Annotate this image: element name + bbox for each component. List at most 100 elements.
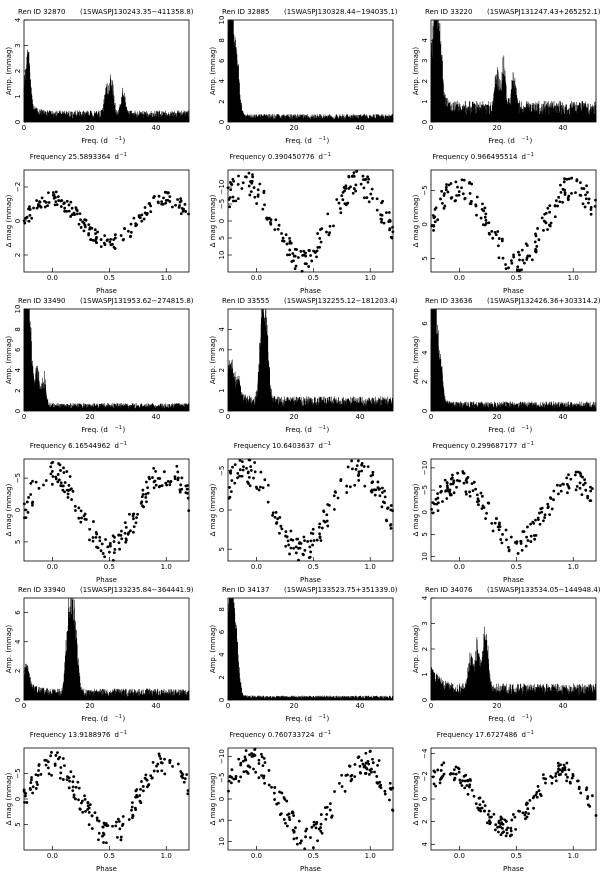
star-id: (1SWASPJ130328.44−194035.1) (284, 8, 398, 16)
phase-point (181, 773, 185, 776)
phase-point (376, 480, 380, 484)
phase-point (245, 466, 248, 470)
phase-point (544, 221, 548, 225)
phase-point (389, 504, 393, 507)
phase-point (302, 553, 305, 557)
phase-point (513, 541, 517, 544)
phase-point (244, 758, 248, 762)
phase-point (158, 754, 161, 758)
phase-point (227, 497, 231, 500)
freq-unit: d (522, 153, 526, 161)
phase-xtick-label: 0.5 (511, 563, 522, 571)
amp-ytick-label: 0 (421, 698, 429, 702)
phase-point (262, 756, 266, 760)
phase-point (248, 193, 252, 197)
phase-point (544, 211, 548, 215)
phase-point (383, 495, 387, 499)
phase-point (23, 221, 27, 225)
phase-point (516, 265, 520, 269)
phase-point (230, 768, 234, 772)
phase-point (580, 186, 584, 190)
phase-point (565, 779, 569, 783)
phase-point (556, 204, 560, 208)
phase-ytick-label: 2 (421, 819, 429, 823)
phase-point (119, 234, 123, 237)
phase-point (292, 837, 296, 841)
phase-point (379, 213, 383, 217)
amp-xlabel-sup: −1 (319, 136, 326, 142)
phase-point (304, 254, 308, 258)
phase-ytick-label: 0 (421, 797, 429, 801)
phase-point (240, 187, 244, 190)
phase-point (35, 206, 39, 210)
phase-point (79, 509, 83, 513)
phase-point (543, 516, 547, 519)
phase-point (288, 818, 292, 822)
phase-point (276, 517, 280, 521)
phase-point (66, 496, 70, 499)
phase-point (508, 834, 512, 838)
phase-point (262, 774, 266, 778)
phase-point (234, 777, 238, 781)
phase-point (383, 489, 386, 493)
phase-point (370, 488, 374, 492)
phase-point (83, 225, 87, 229)
phase-point (56, 480, 60, 484)
phase-point (303, 548, 307, 552)
phase-point (261, 764, 265, 768)
phase-point (370, 770, 373, 774)
phase-point (152, 769, 156, 773)
phase-xlabel: Phase (503, 865, 524, 873)
phase-point (445, 497, 449, 500)
phase-point (497, 256, 501, 260)
phase-point (166, 480, 170, 483)
phase-point (168, 480, 172, 484)
phase-point (74, 785, 78, 789)
panel-9: Ren ID 34076 (1SWASPJ133534.05−144948.4) 0… (412, 586, 600, 873)
phase-point (589, 485, 592, 489)
phase-point (304, 251, 307, 255)
phase-point (380, 220, 383, 224)
phase-point (89, 238, 93, 242)
phase-point (370, 187, 374, 191)
phase-point (291, 828, 295, 832)
phase-point (520, 248, 524, 252)
phase-point (534, 247, 538, 251)
phase-point (315, 255, 318, 259)
phase-point (181, 209, 185, 213)
phase-point (446, 190, 450, 194)
phase-point (179, 770, 183, 773)
phase-point (359, 771, 362, 775)
amp-spectrum (23, 598, 190, 700)
phase-point (319, 240, 323, 244)
phase-point (93, 228, 97, 232)
phase-point (75, 208, 78, 211)
phase-point (326, 524, 330, 528)
phase-point (185, 773, 189, 776)
amp-xtick-label: 40 (152, 124, 161, 132)
freq-unit-sup: −1 (527, 152, 534, 158)
phase-point (96, 546, 100, 550)
phase-point (71, 489, 75, 493)
phase-point (344, 203, 348, 207)
phase-point (319, 822, 323, 826)
freq-unit-sup: −1 (527, 730, 534, 736)
amp-xlabel-sup: −1 (319, 425, 326, 431)
phase-point (81, 810, 85, 814)
amp-ytick-label: 2 (14, 669, 22, 673)
phase-point (285, 824, 289, 828)
phase-point (108, 542, 112, 545)
phase-point (364, 761, 368, 765)
phase-ylabel: Δ mag (mmag) (412, 772, 420, 825)
phase-point (147, 475, 151, 479)
phase-point (371, 761, 375, 765)
phase-point (162, 196, 165, 200)
phase-point (126, 532, 130, 536)
phase-point (582, 483, 585, 487)
phase-point (52, 196, 56, 200)
phase-point (160, 200, 164, 204)
phase-point (443, 192, 446, 195)
phase-point (500, 541, 504, 545)
phase-point (65, 470, 69, 473)
phase-point (239, 775, 243, 779)
